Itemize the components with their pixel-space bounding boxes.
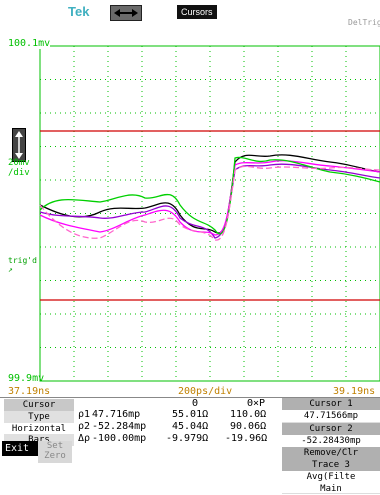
row-value-p2: -52.284mp [92, 421, 147, 432]
vertical-top-readout: 100.1mv [8, 38, 51, 49]
row-theta-p1: 55.01Ω [172, 409, 209, 420]
horizontal-arrows-icon[interactable] [110, 5, 142, 21]
cursor1-title[interactable]: Cursor 1 [282, 398, 380, 410]
trigger-label: DelTrig [348, 18, 380, 27]
vertical-scale-readout: 20mv /div [8, 158, 30, 178]
row-theta-delta: -9.979Ω [166, 433, 209, 444]
row-value-delta: -100.00mp [92, 433, 147, 444]
menu-tab-type[interactable]: Type [4, 411, 74, 423]
vertical-scale-value: 20mv [8, 158, 30, 168]
cursor-menu: Cursor Type Horizontal Bars Θ Θ×P ρ1 47.… [0, 397, 380, 494]
vertical-scale-unit: /div [8, 168, 30, 178]
waveform-trace [39, 165, 380, 241]
row-label-delta: Δρ [78, 433, 91, 444]
time-right-readout: 39.19ns [333, 386, 376, 397]
menu-tab-horizontal[interactable]: Horizontal [4, 423, 74, 435]
time-left-readout: 37.19ns [8, 386, 51, 397]
menu-tab-cursor[interactable]: Cursor [4, 399, 74, 411]
col-header-theta: Θ [192, 398, 199, 409]
remove-clear-button[interactable]: Remove/Clr [282, 447, 380, 459]
trigger-marker-label: trig'd [8, 256, 37, 265]
row-label-p1: ρ1 [78, 409, 91, 420]
waveform-trace [39, 156, 380, 235]
col-header-theta-p: Θ×P [247, 398, 266, 409]
waveform-trace [39, 154, 380, 234]
row-value-p1: 47.716mp [92, 409, 141, 420]
exit-button[interactable]: Exit [2, 441, 39, 456]
set-zero-button[interactable]: Set Zero [38, 441, 72, 463]
cursor2-title[interactable]: Cursor 2 [282, 423, 380, 435]
remove-clear-trace[interactable]: Trace 3 [282, 459, 380, 471]
trigger-marker: trig'd ↗ [8, 256, 37, 274]
traces [39, 154, 380, 241]
row-label-p2: ρ2 [78, 421, 91, 432]
cursor1-value[interactable]: 47.71566mp [282, 410, 380, 423]
waveform-trace [39, 160, 380, 236]
waveform-display [39, 45, 380, 382]
row-theta-p-p2: 90.06Ω [230, 421, 267, 432]
time-scale-readout: 200ps/div [178, 386, 233, 397]
brand-logo: Tek [68, 4, 90, 19]
graticule [39, 45, 380, 382]
cursors-mode-label[interactable]: Cursors [177, 5, 217, 19]
row-theta-p-p1: 110.0Ω [230, 409, 267, 420]
trigger-arrow-icon: ↗ [8, 265, 13, 274]
vertical-cursor-icon[interactable] [12, 128, 26, 162]
vertical-bottom-readout: 99.9mv [8, 373, 45, 384]
row-theta-p-delta: -19.96Ω [225, 433, 268, 444]
row-theta-p2: 45.04Ω [172, 421, 209, 432]
